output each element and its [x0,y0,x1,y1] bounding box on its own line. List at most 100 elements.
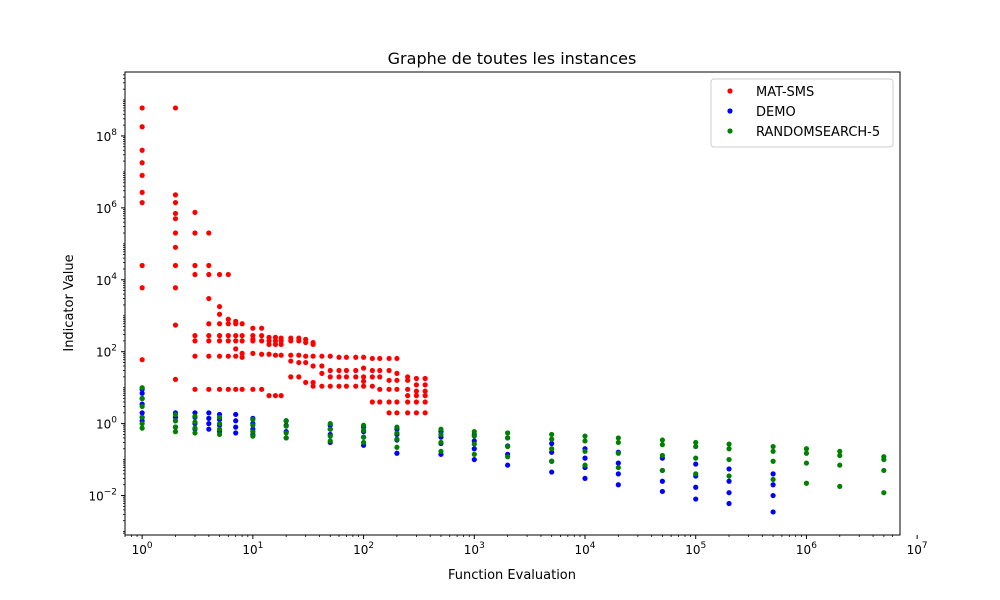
data-point [386,386,392,392]
data-point [803,480,810,486]
data-point [225,338,231,344]
data-point [405,410,411,416]
data-point [693,471,699,477]
data-point [139,105,145,111]
data-point [377,367,383,374]
legend-label: DEMO [756,105,796,120]
data-point [192,338,198,344]
legend-marker [727,88,733,94]
data-point [216,386,223,392]
data-point [233,418,239,424]
data-point [360,434,367,440]
data-point [225,271,231,278]
data-point [296,374,302,380]
data-point [192,353,198,359]
data-point [377,399,383,405]
data-point [369,355,375,362]
data-point [192,425,198,431]
data-point [394,430,400,436]
data-point [881,456,887,463]
data-point [233,353,239,359]
data-point [336,367,342,374]
data-point [225,316,231,322]
data-point [250,422,256,428]
axes-frame [124,71,901,536]
plot-area [124,71,901,536]
data-point [239,350,245,356]
data-point [471,433,477,439]
data-point [172,262,179,269]
data-point [770,509,776,515]
data-point [225,386,231,392]
data-point [837,452,843,459]
data-point [139,414,145,420]
data-point [172,411,179,418]
y-tick-label: 100 [96,416,117,432]
data-point [192,262,198,269]
data-point [192,419,198,425]
data-point [659,437,665,443]
data-point [239,354,245,360]
data-point [206,271,212,278]
data-point [394,370,400,376]
data-point [377,386,383,392]
x-tick-label: 101 [242,541,263,557]
x-tick-label: 104 [574,541,595,557]
data-point [172,105,179,111]
data-point [216,426,223,432]
data-point [192,386,198,392]
data-point [405,399,411,405]
data-point [233,338,239,344]
data-point [438,448,444,454]
data-point [336,354,342,360]
data-point [206,338,212,344]
data-point [693,439,699,446]
data-point [139,124,145,130]
data-point [405,386,411,392]
data-point [582,433,588,439]
data-point [172,230,179,236]
data-point [471,441,477,447]
data-point [216,271,223,278]
data-point [438,431,444,438]
data-point [549,431,555,438]
data-point [139,425,145,431]
x-tick-label: 103 [464,541,485,557]
data-point [394,410,400,416]
data-point [394,355,400,362]
data-point [659,478,665,484]
data-point [233,430,239,436]
data-point [413,375,419,382]
data-point [615,439,621,446]
data-point [239,333,245,339]
data-point [505,462,511,468]
data-point [693,461,699,467]
x-tick-label: 105 [685,541,706,557]
data-point [250,429,256,435]
data-point [139,410,145,416]
data-point [422,410,428,416]
data-point [693,443,699,450]
data-point [405,393,411,399]
data-point [172,285,179,291]
data-point [192,209,198,215]
data-point [250,433,256,439]
data-point [250,386,256,392]
data-point [413,399,419,405]
data-point [303,379,309,386]
y-tick-label: 10−2 [88,488,117,504]
data-point [303,339,309,346]
data-point [360,383,367,389]
data-point [225,321,231,327]
legend: MAT-SMS DEMO RANDOMSEARCH-5 [710,78,894,148]
data-point [881,467,887,474]
data-point [233,424,239,430]
y-tick-label: 106 [96,200,117,216]
data-point [139,390,145,396]
data-point [225,353,231,359]
data-point [303,359,309,366]
data-point [216,421,223,427]
data-point [266,351,272,357]
data-point [278,393,284,399]
data-point [582,462,588,468]
